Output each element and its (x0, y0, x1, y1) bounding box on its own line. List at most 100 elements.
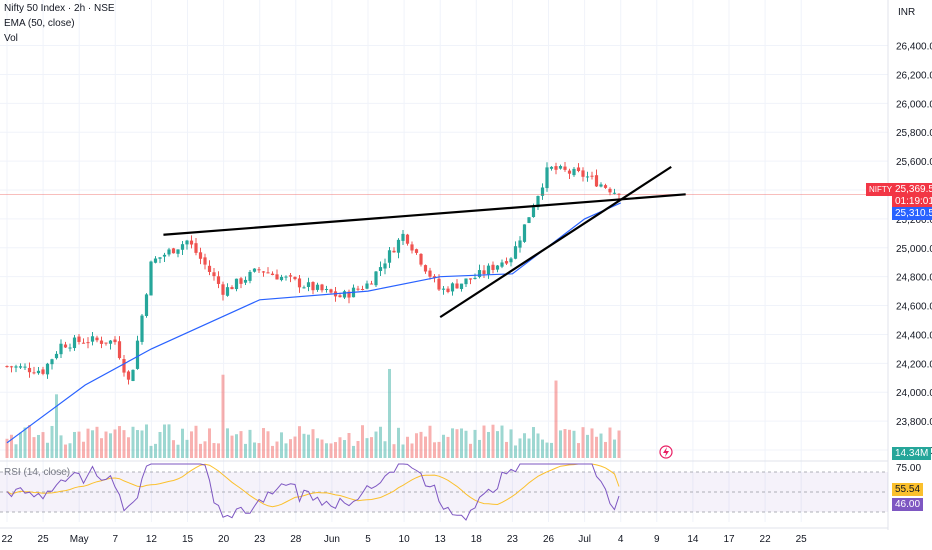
candle-body (594, 175, 599, 187)
candle-body (558, 166, 563, 169)
x-tick-label: 7 (113, 534, 119, 545)
volume-bar (577, 443, 580, 458)
candle-body (59, 343, 63, 355)
x-tick-label: 23 (254, 534, 266, 545)
vol-legend[interactable]: Vol (4, 33, 18, 44)
volume-bar (235, 434, 238, 458)
volume-bar (55, 394, 58, 458)
rsi-line (6, 463, 620, 521)
candle-body (491, 264, 495, 270)
volume-bar (505, 441, 508, 458)
candle-body (423, 265, 428, 272)
volume-bar (536, 433, 540, 458)
volume-bar (145, 424, 148, 458)
candle-body (374, 271, 378, 286)
trendline (439, 165, 672, 319)
candle-body (576, 167, 581, 172)
volume-bar (433, 442, 436, 458)
volume-bar (23, 427, 27, 458)
candle-body (122, 359, 126, 373)
y-tick-label: 24,200.00 (896, 359, 932, 370)
candle-body (167, 249, 171, 255)
candle-body (216, 276, 221, 284)
candle-body (257, 269, 261, 271)
volume-bar (239, 431, 243, 458)
volume-bar (311, 429, 315, 458)
volume-bar (617, 430, 621, 458)
volume-bar (608, 427, 612, 458)
volume-bar (356, 440, 360, 458)
candle-body (329, 289, 333, 293)
candle-body (513, 246, 518, 259)
volume-bar (46, 442, 49, 458)
candle-body (225, 287, 230, 296)
volume-bar (190, 431, 193, 458)
volume-bar (109, 433, 112, 458)
volume-bar (302, 433, 306, 458)
volume-bar (532, 427, 535, 458)
candle-body (450, 283, 455, 292)
candle-body (419, 253, 423, 265)
candle-body (63, 344, 68, 348)
volume-bar (320, 439, 324, 458)
volume-bar (379, 426, 382, 458)
candle-body (5, 366, 9, 368)
candle-body (527, 217, 531, 223)
y-tick-label: 26,400.00 (896, 42, 932, 53)
volume-bar (113, 429, 117, 458)
candle-body (540, 187, 545, 196)
symbol-badge: NIFTY (866, 183, 896, 196)
candle-body (567, 170, 572, 174)
candle-body (212, 272, 216, 277)
volume-bar (221, 374, 225, 458)
price-badge: 25,369.50 (892, 183, 932, 196)
rsi-ma-line (6, 463, 620, 508)
volume-bar (32, 437, 36, 458)
volume-bar (73, 431, 76, 458)
ema-legend[interactable]: EMA (50, close) (4, 18, 75, 29)
candle-body (180, 244, 185, 250)
candle-body (410, 244, 414, 251)
candle-body (275, 274, 279, 280)
volume-bar (338, 437, 342, 458)
y-tick-label: 25,800.00 (896, 128, 932, 139)
chart-title[interactable]: Nifty 50 Index · 2h · NSE (4, 3, 115, 14)
volume-bar (100, 438, 103, 458)
volume-bar (163, 424, 166, 458)
candle-body (315, 284, 320, 290)
x-tick-label: 12 (146, 534, 158, 545)
volume-bar (118, 426, 121, 458)
candle-body (9, 366, 14, 368)
x-tick-label: 14 (687, 534, 699, 545)
candle-body (608, 188, 612, 193)
volume-bar (19, 432, 22, 458)
candle-body (396, 239, 401, 253)
volume-bar (590, 428, 594, 458)
candle-body (189, 240, 194, 245)
volume-bar (334, 442, 337, 458)
x-tick-label: 25 (38, 534, 50, 545)
countdown-badge: 01:19:01 (892, 195, 932, 208)
candle-body (446, 288, 450, 292)
volume-bar (460, 428, 463, 458)
candle-body (117, 341, 122, 359)
candle-body (468, 278, 473, 280)
y-tick-label: 24,600.00 (896, 302, 932, 313)
candle-body (279, 276, 284, 281)
candle-body (320, 284, 324, 291)
candle-body (504, 261, 509, 264)
volume-bar (50, 425, 54, 458)
candle-body (243, 279, 248, 283)
candle-body (293, 276, 297, 280)
volume-bar (316, 438, 319, 458)
candle-body (603, 185, 608, 188)
volume-bar (406, 436, 409, 458)
volume-bar (550, 442, 553, 458)
rsi-legend[interactable]: RSI (14, close) (4, 467, 71, 478)
volume-bar (248, 429, 252, 458)
volume-bar (383, 441, 387, 458)
volume-bar (59, 435, 63, 458)
volume-bar (523, 433, 526, 458)
